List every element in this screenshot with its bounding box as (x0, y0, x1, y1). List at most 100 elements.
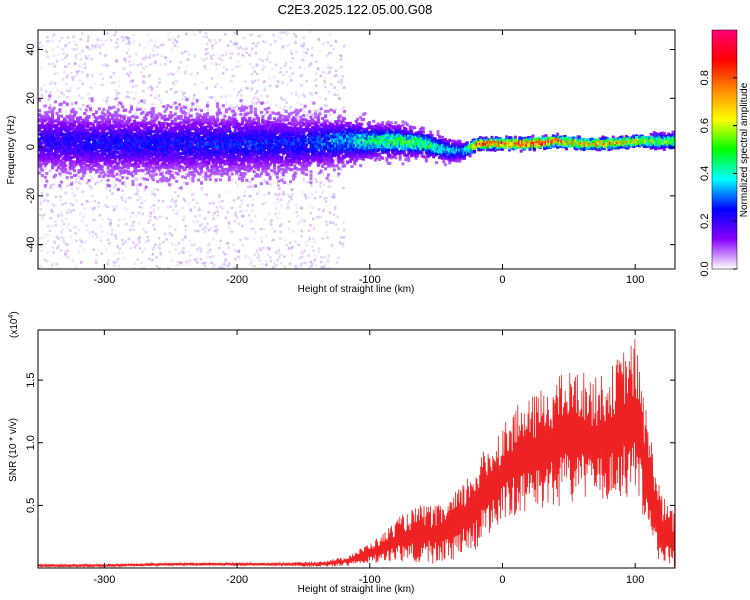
heatmap-cell (62, 202, 65, 206)
heatmap-cell (280, 98, 284, 102)
heatmap-cell (324, 76, 327, 80)
heatmap-cell (125, 51, 129, 55)
heatmap-cell (339, 162, 343, 166)
heatmap-cell (176, 46, 179, 49)
heatmap-cell (173, 171, 176, 174)
heatmap-cell (314, 178, 317, 181)
heatmap-cell (264, 260, 268, 263)
heatmap-cell (128, 55, 132, 58)
heatmap-cell (159, 251, 162, 255)
heatmap-cell (175, 90, 178, 94)
heatmap-cell (208, 38, 211, 42)
heatmap-cell (211, 44, 214, 47)
heatmap-cell (181, 238, 184, 241)
heatmap-cell (241, 224, 244, 228)
heatmap-cell (70, 71, 73, 75)
heatmap-cell (288, 75, 291, 78)
heatmap-cell (69, 86, 73, 90)
heatmap-cell (176, 151, 180, 155)
heatmap-cell (122, 117, 126, 121)
heatmap-cell (278, 187, 281, 190)
heatmap-cell (121, 181, 125, 185)
heatmap-cell (151, 109, 155, 113)
heatmap-cell (73, 120, 76, 124)
heatmap-cell (262, 40, 265, 43)
heatmap-cell (98, 214, 101, 217)
heatmap-cell (55, 60, 59, 63)
heatmap-cell (180, 90, 184, 93)
heatmap-cell (61, 78, 64, 81)
heatmap-cell (205, 86, 208, 90)
heatmap-cell (255, 249, 259, 252)
heatmap-cell (290, 60, 293, 64)
heatmap-cell (187, 250, 190, 253)
heatmap-cell (147, 75, 151, 78)
heatmap-cell (327, 181, 331, 184)
heatmap-cell (315, 216, 318, 219)
heatmap-cell (193, 214, 196, 218)
heatmap-cell (196, 71, 199, 75)
heatmap-cell (186, 64, 189, 68)
heatmap-cell (70, 102, 74, 105)
heatmap-cell (169, 184, 173, 188)
heatmap-cell (213, 211, 216, 215)
heatmap-cell (302, 107, 306, 110)
heatmap-cell (59, 187, 63, 190)
heatmap-cell (156, 161, 160, 165)
heatmap-cell (332, 221, 335, 225)
heatmap-cell (130, 172, 133, 176)
heatmap-cell (304, 194, 308, 197)
heatmap-cell (64, 242, 68, 245)
heatmap-cell (191, 100, 194, 104)
heatmap-cell (144, 99, 148, 102)
heatmap-cell (200, 186, 204, 190)
heatmap-cell (93, 207, 96, 210)
heatmap-cell (308, 91, 312, 95)
heatmap-cell (122, 257, 125, 260)
heatmap-cell (204, 32, 208, 35)
heatmap-cell (116, 164, 120, 168)
heatmap-cell (50, 262, 54, 265)
heatmap-cell (245, 47, 248, 50)
heatmap-cell (302, 42, 305, 45)
heatmap-cell (109, 106, 113, 110)
heatmap-cell (277, 35, 280, 38)
heatmap-cell (136, 189, 139, 193)
heatmap-cell (215, 63, 218, 66)
heatmap-cell (43, 175, 47, 179)
heatmap-cell (125, 223, 128, 226)
heatmap-cell (85, 45, 88, 49)
heatmap-cell (68, 41, 71, 44)
heatmap-cell (183, 199, 187, 203)
heatmap-cell (48, 229, 52, 232)
heatmap-cell (268, 77, 271, 80)
heatmap-cell (324, 86, 327, 89)
heatmap-cell (87, 114, 91, 118)
heatmap-cell (155, 256, 158, 259)
heatmap-cell (271, 67, 274, 71)
heatmap-cell (129, 71, 132, 74)
heatmap-cell (192, 192, 195, 196)
heatmap-cell (59, 102, 63, 106)
heatmap-cell (121, 251, 124, 254)
heatmap-cell (95, 258, 98, 261)
heatmap-cell (127, 171, 130, 175)
heatmap-cell (209, 227, 213, 230)
heatmap-cell (57, 95, 61, 99)
heatmap-cell (137, 222, 141, 225)
heatmap-cell (141, 169, 145, 173)
heatmap-cell (128, 60, 131, 64)
heatmap-cell (316, 67, 320, 70)
heatmap-cell (71, 181, 74, 184)
heatmap-cell (53, 82, 57, 85)
heatmap-cell (170, 242, 174, 245)
heatmap-cell (327, 90, 331, 94)
heatmap-cell (342, 242, 345, 245)
heatmap-cell (56, 72, 59, 75)
heatmap-cell (165, 90, 168, 93)
heatmap-cell (101, 83, 104, 87)
heatmap-cell (233, 32, 236, 35)
heatmap-cell (200, 247, 203, 250)
heatmap-cell (288, 43, 291, 46)
heatmap-cell (165, 59, 169, 62)
